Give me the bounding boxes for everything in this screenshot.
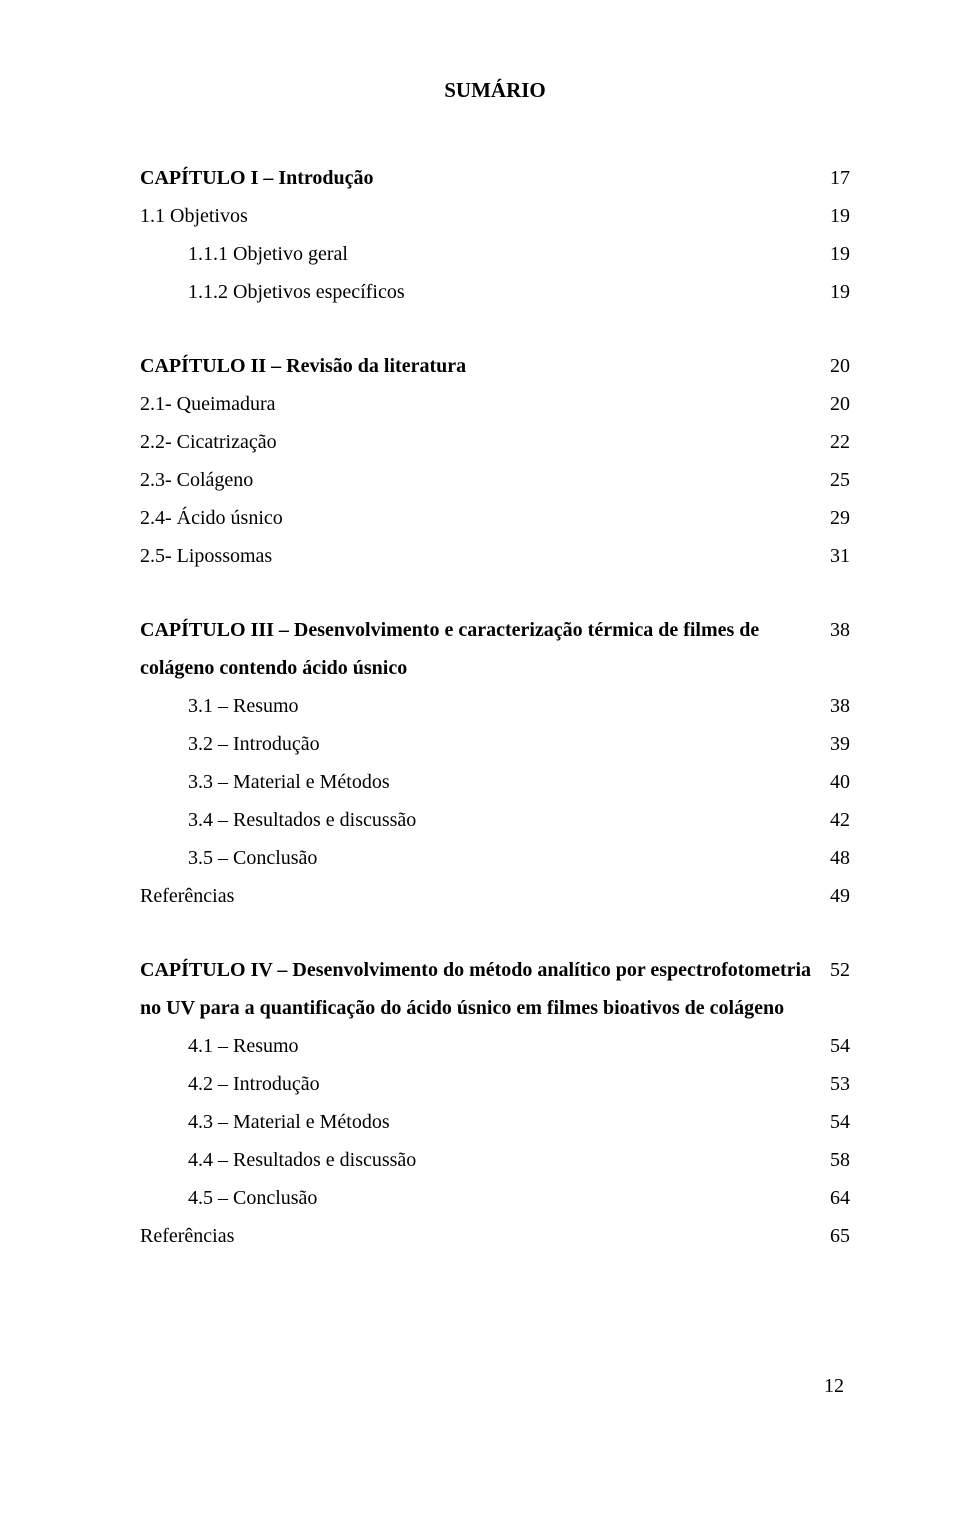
toc-container: CAPÍTULO I – Introdução171.1 Objetivos19… xyxy=(140,159,850,1255)
toc-label: CAPÍTULO II – Revisão da literatura xyxy=(140,347,822,385)
toc-page: 22 xyxy=(822,423,850,461)
toc-label: Referências xyxy=(140,1217,822,1255)
section-gap xyxy=(140,575,850,611)
toc-page: 19 xyxy=(822,235,850,273)
toc-label: 1.1.2 Objetivos específicos xyxy=(140,273,822,311)
toc-label: 3.1 – Resumo xyxy=(140,687,822,725)
toc-row: 4.5 – Conclusão64 xyxy=(140,1179,850,1217)
toc-label: 2.4- Ácido úsnico xyxy=(140,499,822,537)
toc-label: 3.2 – Introdução xyxy=(140,725,822,763)
toc-row: 3.4 – Resultados e discussão42 xyxy=(140,801,850,839)
toc-row: CAPÍTULO IV – Desenvolvimento do método … xyxy=(140,951,850,1027)
toc-page: 54 xyxy=(822,1027,850,1065)
toc-label: 3.4 – Resultados e discussão xyxy=(140,801,822,839)
toc-page: 38 xyxy=(822,687,850,725)
toc-row: Referências65 xyxy=(140,1217,850,1255)
toc-label: 1.1.1 Objetivo geral xyxy=(140,235,822,273)
toc-row: 4.4 – Resultados e discussão58 xyxy=(140,1141,850,1179)
toc-label: 4.1 – Resumo xyxy=(140,1027,822,1065)
toc-label: 2.2- Cicatrização xyxy=(140,423,822,461)
toc-page: 40 xyxy=(822,763,850,801)
toc-label-line: colágeno contendo ácido úsnico xyxy=(140,649,814,687)
toc-label: 3.3 – Material e Métodos xyxy=(140,763,822,801)
toc-row: CAPÍTULO III – Desenvolvimento e caracte… xyxy=(140,611,850,687)
toc-page: 38 xyxy=(822,611,850,649)
toc-row: 4.1 – Resumo54 xyxy=(140,1027,850,1065)
toc-page: 19 xyxy=(822,197,850,235)
toc-row: 1.1 Objetivos19 xyxy=(140,197,850,235)
toc-page: 31 xyxy=(822,537,850,575)
toc-page: 17 xyxy=(822,159,850,197)
page-number: 12 xyxy=(140,1375,850,1398)
toc-page: 65 xyxy=(822,1217,850,1255)
toc-label: CAPÍTULO IV – Desenvolvimento do método … xyxy=(140,951,822,1027)
toc-row: 4.3 – Material e Métodos54 xyxy=(140,1103,850,1141)
toc-page: 64 xyxy=(822,1179,850,1217)
section-gap xyxy=(140,311,850,347)
toc-page: 29 xyxy=(822,499,850,537)
toc-page: 39 xyxy=(822,725,850,763)
toc-row: 2.2- Cicatrização22 xyxy=(140,423,850,461)
toc-label: 4.5 – Conclusão xyxy=(140,1179,822,1217)
toc-label: 2.5- Lipossomas xyxy=(140,537,822,575)
toc-label-line: no UV para a quantificação do ácido úsni… xyxy=(140,989,814,1027)
toc-page: 52 xyxy=(822,951,850,989)
toc-label: 4.2 – Introdução xyxy=(140,1065,822,1103)
toc-label: 3.5 – Conclusão xyxy=(140,839,822,877)
toc-page: 53 xyxy=(822,1065,850,1103)
toc-label: 2.3- Colágeno xyxy=(140,461,822,499)
toc-row: 2.3- Colágeno25 xyxy=(140,461,850,499)
toc-page: 20 xyxy=(822,385,850,423)
toc-row: 3.1 – Resumo38 xyxy=(140,687,850,725)
toc-page: 58 xyxy=(822,1141,850,1179)
toc-row: 2.1- Queimadura20 xyxy=(140,385,850,423)
toc-row: Referências49 xyxy=(140,877,850,915)
toc-row: CAPÍTULO II – Revisão da literatura20 xyxy=(140,347,850,385)
toc-page: 48 xyxy=(822,839,850,877)
toc-row: 4.2 – Introdução53 xyxy=(140,1065,850,1103)
page-title: SUMÁRIO xyxy=(140,78,850,103)
toc-page: 20 xyxy=(822,347,850,385)
toc-page: 49 xyxy=(822,877,850,915)
toc-row: 3.3 – Material e Métodos40 xyxy=(140,763,850,801)
toc-row: 2.5- Lipossomas31 xyxy=(140,537,850,575)
section-gap xyxy=(140,915,850,951)
toc-label-line: CAPÍTULO III – Desenvolvimento e caracte… xyxy=(140,611,814,649)
toc-label: 4.4 – Resultados e discussão xyxy=(140,1141,822,1179)
toc-page: 54 xyxy=(822,1103,850,1141)
toc-row: 1.1.1 Objetivo geral19 xyxy=(140,235,850,273)
toc-label: 1.1 Objetivos xyxy=(140,197,822,235)
toc-page: 25 xyxy=(822,461,850,499)
toc-row: 3.5 – Conclusão48 xyxy=(140,839,850,877)
toc-label-line: CAPÍTULO IV – Desenvolvimento do método … xyxy=(140,951,814,989)
toc-row: 3.2 – Introdução39 xyxy=(140,725,850,763)
toc-label: Referências xyxy=(140,877,822,915)
toc-label: 2.1- Queimadura xyxy=(140,385,822,423)
toc-row: 2.4- Ácido úsnico29 xyxy=(140,499,850,537)
toc-row: 1.1.2 Objetivos específicos19 xyxy=(140,273,850,311)
toc-label: 4.3 – Material e Métodos xyxy=(140,1103,822,1141)
toc-page: 42 xyxy=(822,801,850,839)
toc-label: CAPÍTULO III – Desenvolvimento e caracte… xyxy=(140,611,822,687)
toc-page: 19 xyxy=(822,273,850,311)
toc-label: CAPÍTULO I – Introdução xyxy=(140,159,822,197)
toc-row: CAPÍTULO I – Introdução17 xyxy=(140,159,850,197)
